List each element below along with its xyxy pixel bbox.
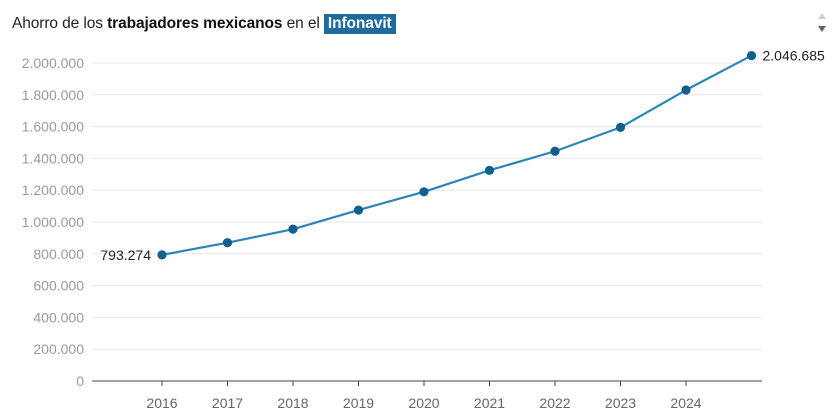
y-axis-ticks: 0 200.000 400.000 600.000 800.000 1.000.000 1.… <box>22 55 85 389</box>
chart-title-mid: en el <box>282 15 324 32</box>
x-tick-label: 2017 <box>212 395 243 410</box>
y-tick-label: 200.000 <box>33 341 84 357</box>
data-point[interactable] <box>484 165 495 175</box>
data-series <box>157 50 757 260</box>
y-tick-label: 1.600.000 <box>22 119 84 135</box>
data-point[interactable] <box>419 187 429 197</box>
y-tick-label: 0 <box>76 373 84 389</box>
y-tick-label: 400.000 <box>33 309 84 325</box>
data-labels: 793.274 2.046.685 <box>100 48 825 263</box>
data-point[interactable] <box>681 85 691 95</box>
x-tick-label: 2019 <box>343 395 374 410</box>
x-tick-label: 2023 <box>605 395 636 410</box>
x-tick-label: 2022 <box>539 395 570 410</box>
y-tick-label: 1.000.000 <box>22 214 84 230</box>
data-point[interactable] <box>746 50 757 61</box>
chart-title-highlight: Infonavit <box>323 14 396 34</box>
x-tick-label: 2016 <box>146 395 177 410</box>
data-point[interactable] <box>157 250 167 260</box>
chart-title-prefix: Ahorro de los <box>12 15 108 32</box>
x-tick-label: 2021 <box>474 395 505 410</box>
y-tick-label: 1.400.000 <box>22 150 84 166</box>
x-tick-label: 2024 <box>670 395 701 410</box>
data-label: 793.274 <box>100 247 151 263</box>
x-axis-ticks: 2016 2017 2018 2019 2020 2021 2022 2023 2024 <box>146 381 702 410</box>
x-tick-label: 2018 <box>277 395 308 410</box>
y-tick-label: 1.800.000 <box>22 87 84 103</box>
gridlines <box>92 62 762 350</box>
data-point[interactable] <box>288 224 298 234</box>
series-line <box>161 54 753 256</box>
data-point[interactable] <box>222 238 233 248</box>
x-tick-label: 2020 <box>408 395 439 410</box>
y-tick-label: 600.000 <box>33 278 84 294</box>
data-point[interactable] <box>550 146 560 156</box>
y-tick-label: 1.200.000 <box>22 182 84 198</box>
data-point[interactable] <box>615 122 626 132</box>
data-point[interactable] <box>353 205 364 215</box>
y-tick-label: 800.000 <box>33 246 84 262</box>
sort-arrows-icon[interactable] <box>816 10 828 36</box>
chart-title: Ahorro de los trabajadores mexicanos en … <box>12 14 396 34</box>
data-label: 2.046.685 <box>763 48 825 64</box>
chart-title-bold: trabajadores mexicanos <box>107 15 283 32</box>
y-tick-label: 2.000.000 <box>22 55 84 71</box>
